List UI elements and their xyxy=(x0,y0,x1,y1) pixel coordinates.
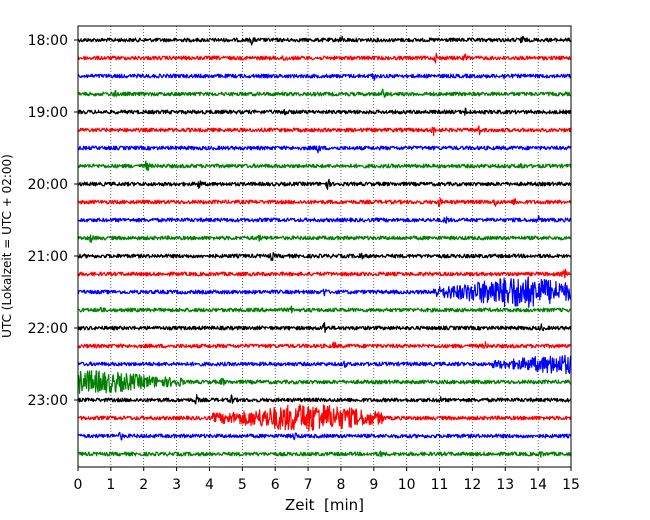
x-tick-label-3: 3 xyxy=(172,477,181,493)
trace-2315 xyxy=(77,404,572,432)
x-tick-label-7: 7 xyxy=(304,477,313,493)
trace-2030 xyxy=(77,215,572,224)
trace-1945 xyxy=(77,160,572,172)
x-tick-label-6: 6 xyxy=(271,477,280,493)
trace-2045 xyxy=(77,234,572,244)
trace-2345 xyxy=(77,450,572,458)
trace-2000 xyxy=(77,178,572,190)
x-tick-label-4: 4 xyxy=(205,477,214,493)
x-tick-label-11: 11 xyxy=(431,477,449,493)
trace-1815 xyxy=(77,52,572,64)
x-tick-label-5: 5 xyxy=(238,477,247,493)
y-axis: 18:00 19:00 20:00 21:00 22:00 23:00 xyxy=(28,33,78,409)
x-tick-label-9: 9 xyxy=(369,477,378,493)
x-tick-label-1: 1 xyxy=(106,477,115,493)
y-tick-label-22:00: 22:00 xyxy=(28,321,68,337)
trace-1845 xyxy=(77,88,572,98)
trace-1930 xyxy=(77,145,572,154)
trace-1915 xyxy=(77,125,572,137)
trace-2015 xyxy=(77,197,572,208)
y-tick-label-21:00: 21:00 xyxy=(28,249,68,265)
trace-2200 xyxy=(77,322,572,333)
trace-2230 xyxy=(77,354,572,375)
x-tick-label-12: 12 xyxy=(463,477,481,493)
x-tick-label-13: 13 xyxy=(496,477,514,493)
trace-2115 xyxy=(77,268,572,279)
x-tick-label-15: 15 xyxy=(562,477,580,493)
x-tick-label-2: 2 xyxy=(139,477,148,493)
y-tick-label-20:00: 20:00 xyxy=(28,177,68,193)
trace-2130 xyxy=(77,276,572,308)
y-tick-label-23:00: 23:00 xyxy=(28,393,68,409)
x-tick-label-8: 8 xyxy=(336,477,345,493)
x-tick-label-14: 14 xyxy=(529,477,547,493)
x-tick-label-0: 0 xyxy=(74,477,83,493)
trace-2330 xyxy=(77,431,572,441)
x-tick-label-10: 10 xyxy=(398,477,416,493)
trace-2215 xyxy=(77,341,572,349)
trace-2300 xyxy=(77,394,572,405)
trace-2100 xyxy=(77,252,572,262)
x-axis: 0 1 2 3 4 5 6 7 8 9 10 11 12 13 14 15 xyxy=(74,467,580,493)
trace-1830 xyxy=(77,72,572,81)
plot-frame xyxy=(77,25,572,468)
trace-2145 xyxy=(77,305,572,314)
traces xyxy=(77,35,572,458)
y-tick-label-19:00: 19:00 xyxy=(28,105,68,121)
y-tick-label-18:00: 18:00 xyxy=(28,33,68,49)
y-axis-label: UTC (Lokalzeit = UTC + 02:00) xyxy=(0,154,14,338)
trace-1800 xyxy=(77,35,572,46)
plot-background xyxy=(78,26,571,467)
trace-1900 xyxy=(77,107,572,116)
trace-2245 xyxy=(77,370,572,395)
x-axis-label: Zeit [min] xyxy=(285,496,364,514)
